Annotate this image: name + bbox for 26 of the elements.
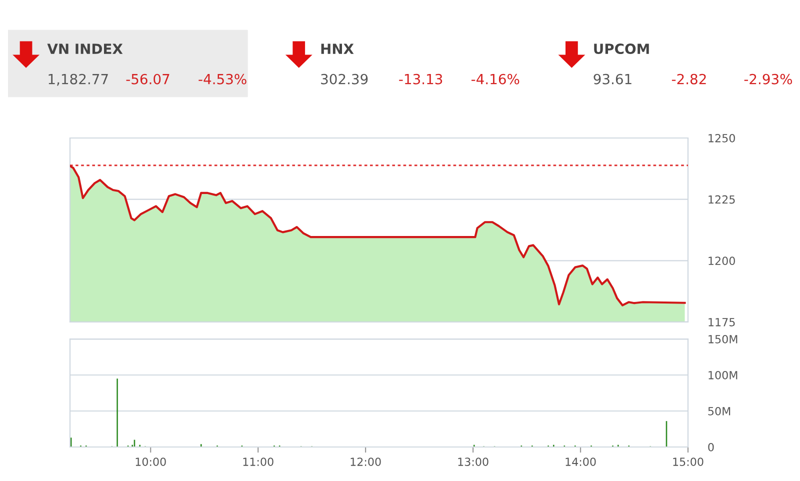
y-tick-label: 0: [708, 442, 714, 452]
text: 1,182.77: [48, 74, 108, 86]
text: -13.13: [399, 74, 442, 84]
y-tick-label: 50M: [708, 406, 730, 416]
y-tick-label: 1200: [708, 256, 735, 266]
x-tick-label: 15:00: [673, 458, 704, 466]
y-tick-label: 1225: [708, 195, 735, 204]
text: VN INDEX: [47, 44, 123, 54]
y-tick-label: 1250: [708, 134, 735, 142]
x-tick-label: 14:00: [566, 458, 596, 466]
text: 93.61: [594, 74, 632, 84]
y-tick-label: 1175: [708, 318, 735, 326]
x-tick-label: 13:00: [458, 458, 488, 466]
y-tick-label: 100M: [708, 370, 738, 380]
x-tick-label: 11:00: [243, 458, 274, 466]
text: -56.07: [126, 74, 170, 84]
text: -4.16%: [472, 74, 520, 84]
text: 302.39: [321, 74, 368, 84]
x-tick-label: 10:00: [136, 458, 166, 466]
text: HNX: [321, 44, 354, 54]
text: -2.93%: [744, 74, 792, 84]
y-tick-label: 150M: [708, 334, 738, 344]
text: -4.53%: [198, 74, 246, 84]
text: UPCOM: [594, 44, 649, 54]
text: -2.82: [672, 74, 706, 84]
x-tick-label: 12:00: [350, 458, 381, 466]
